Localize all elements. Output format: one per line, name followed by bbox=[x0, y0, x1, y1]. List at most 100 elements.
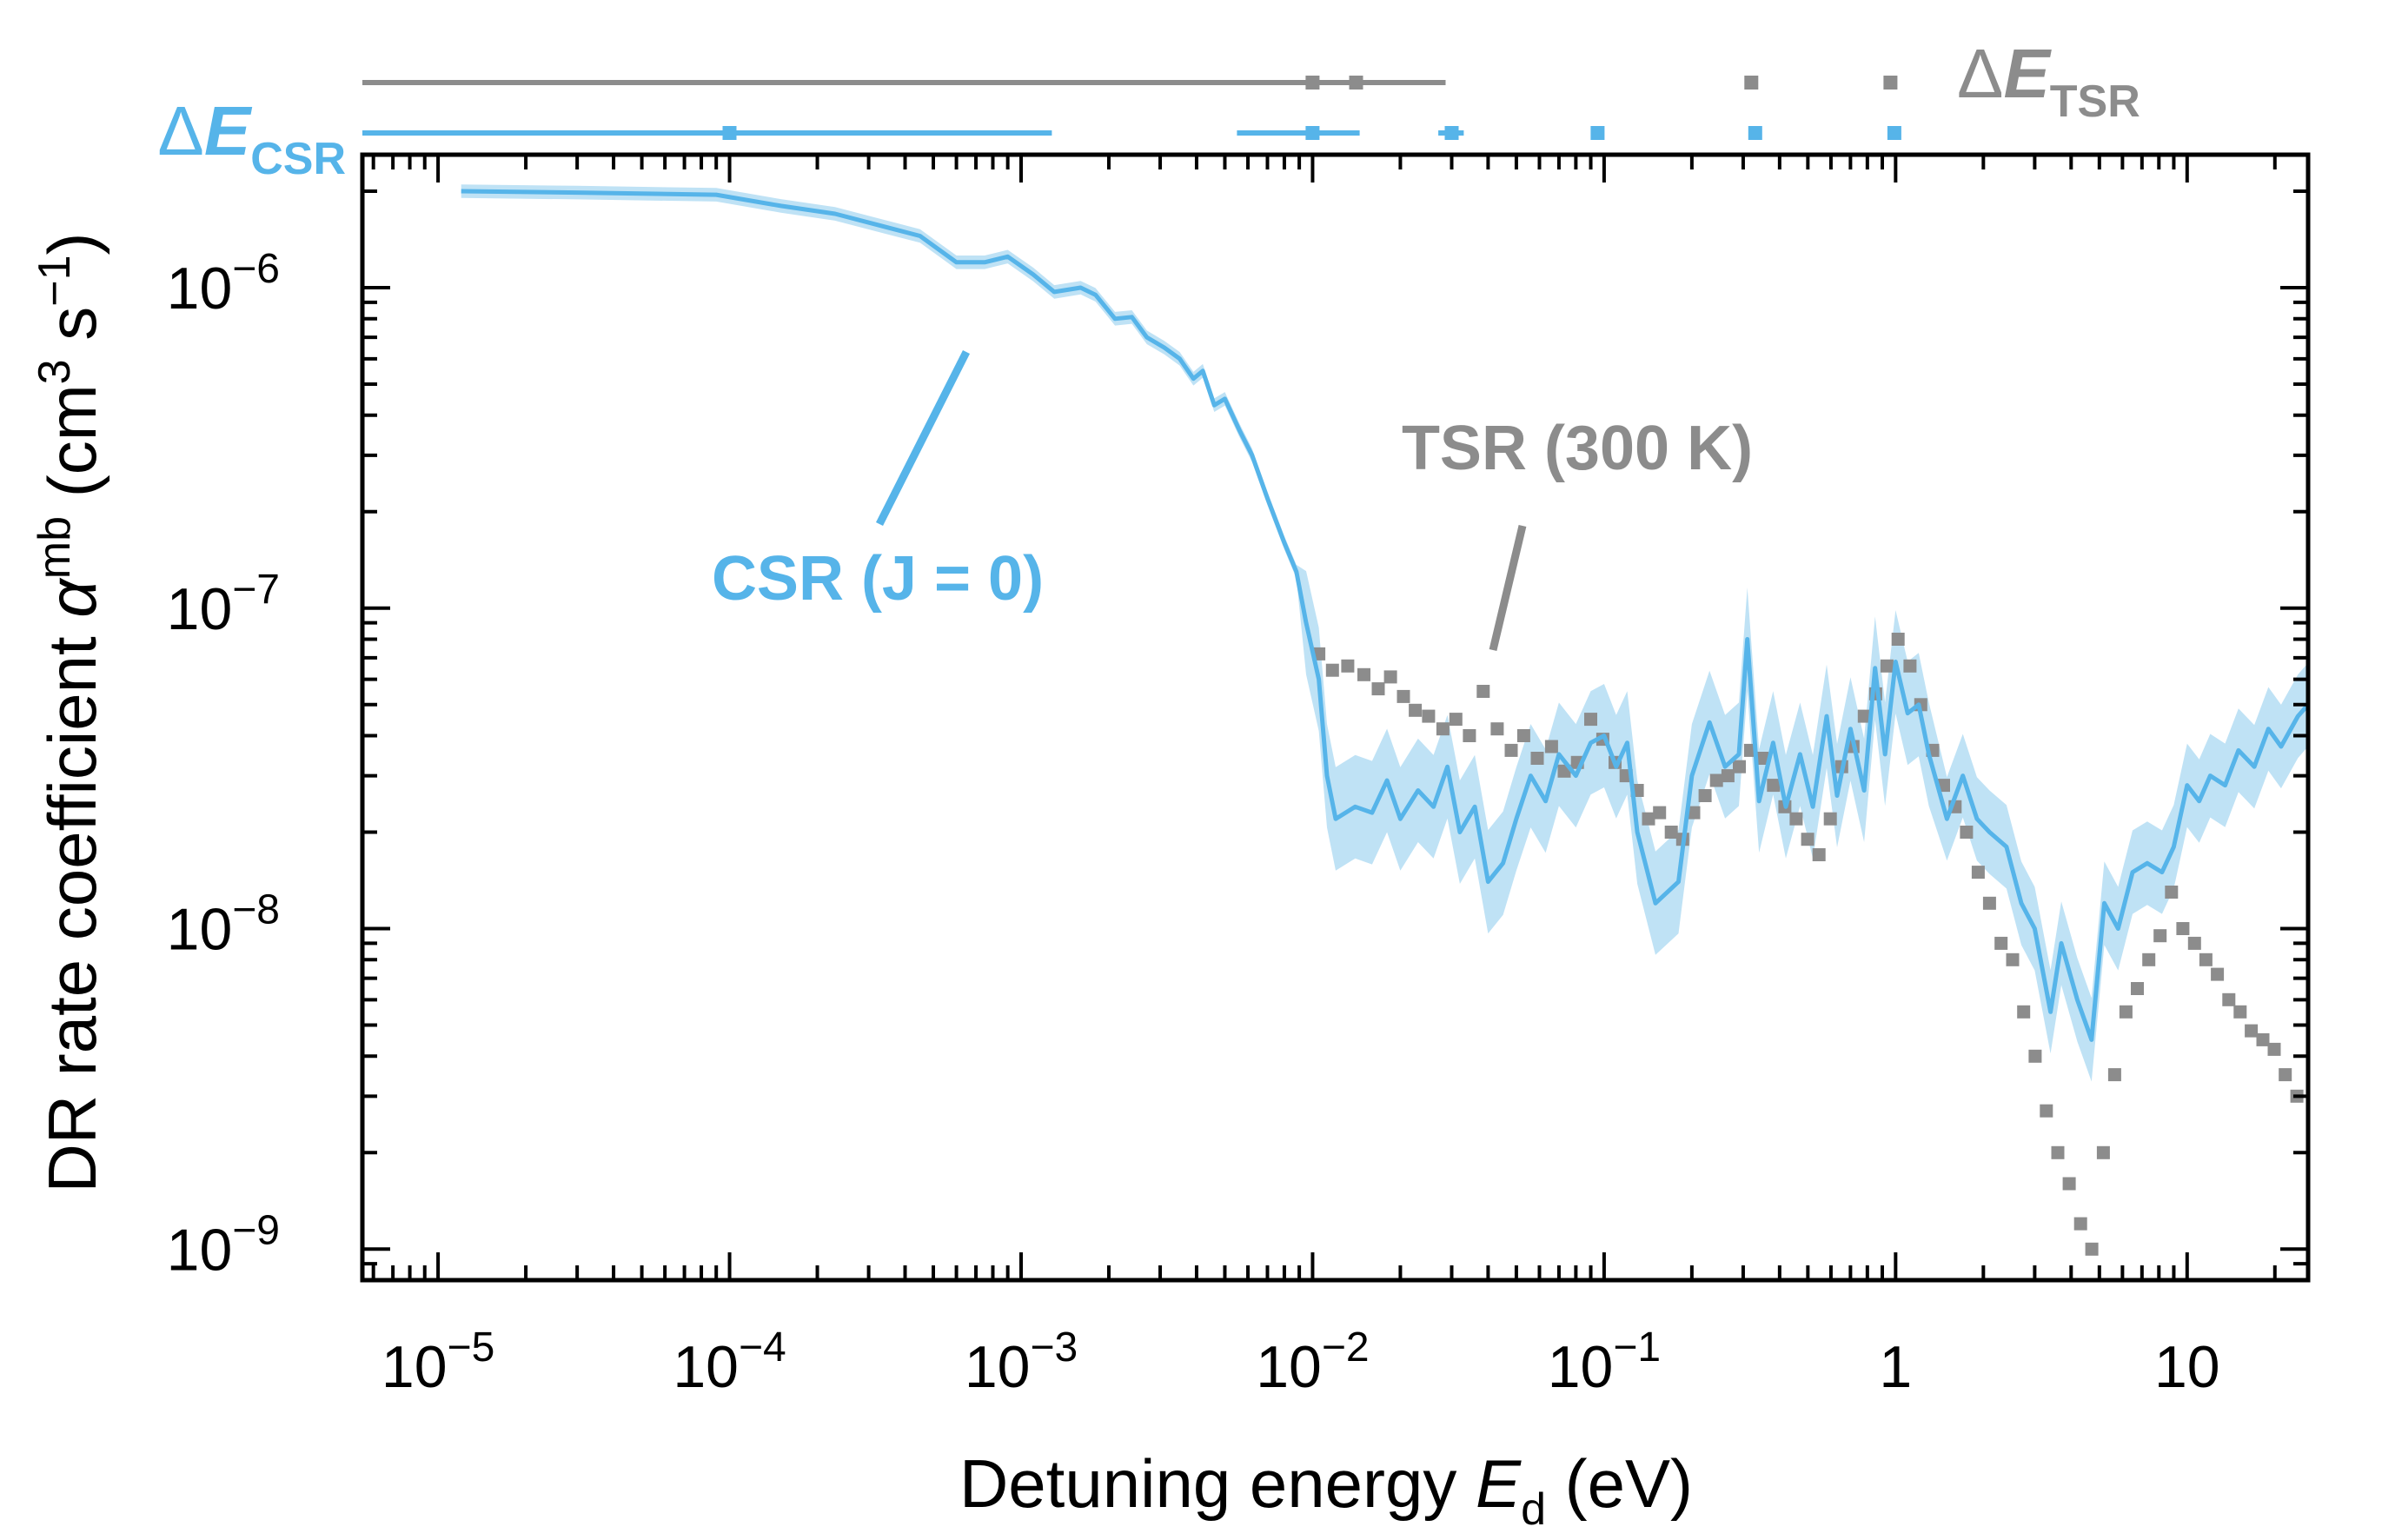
tsr-point bbox=[1698, 789, 1712, 802]
delta-e-csr-label: ΔECSR bbox=[157, 92, 346, 184]
y-tick-label: 10−6 bbox=[167, 246, 280, 322]
x-tick-label: 10−5 bbox=[381, 1324, 494, 1400]
tsr-point bbox=[1397, 689, 1410, 703]
tsr-point bbox=[1801, 833, 1814, 846]
tsr-resolution-marker bbox=[1744, 76, 1759, 90]
tsr-point bbox=[1812, 848, 1826, 861]
csr-resolution-marker bbox=[1748, 126, 1762, 140]
axes bbox=[360, 152, 2311, 1283]
csr-resolution-marker bbox=[722, 126, 737, 140]
y-tick-label: 10−9 bbox=[167, 1207, 280, 1283]
csr-resolution-marker bbox=[1887, 126, 1901, 140]
tsr-resolution-marker bbox=[1883, 76, 1898, 90]
tsr-point bbox=[1687, 806, 1701, 820]
tsr-label-pointer bbox=[1489, 524, 1527, 652]
tsr-point bbox=[1422, 709, 1436, 723]
tsr-point bbox=[2131, 982, 2144, 995]
y-axis-label: DR rate coefficient αmb (cm3 s−1) bbox=[30, 232, 110, 1192]
tsr-point bbox=[2040, 1104, 2053, 1118]
tsr-point bbox=[1709, 773, 1723, 787]
tsr-point bbox=[1409, 703, 1423, 717]
tsr-point bbox=[2085, 1242, 2099, 1256]
tsr-point bbox=[1664, 826, 1678, 839]
tsr-point bbox=[1789, 812, 1803, 826]
tsr-point bbox=[2142, 953, 2156, 966]
csr-resolution-marker bbox=[1305, 126, 1320, 140]
tsr-point bbox=[1721, 769, 1735, 783]
y-tick-label: 10−7 bbox=[167, 567, 280, 642]
tsr-point bbox=[1325, 663, 1339, 677]
x-tick-label: 10−1 bbox=[1548, 1324, 1661, 1400]
tsr-point bbox=[1891, 633, 1905, 646]
tsr-point bbox=[2233, 1005, 2247, 1019]
tsr-point bbox=[1903, 659, 1917, 673]
tsr-point bbox=[1857, 709, 1871, 723]
csr-uncertainty-band bbox=[461, 184, 2309, 1082]
y-tick-label: 10−8 bbox=[167, 887, 280, 963]
csr-uncertainty-band-group bbox=[461, 184, 2309, 1082]
x-tick-label: 10−3 bbox=[965, 1324, 1078, 1400]
resolution-bars bbox=[362, 76, 1901, 140]
tsr-series-label: TSR (300 K) bbox=[1402, 414, 1753, 483]
csr-resolution-marker bbox=[1444, 126, 1459, 140]
tsr-point bbox=[2256, 1032, 2270, 1046]
tsr-point bbox=[1733, 760, 1746, 773]
tsr-point bbox=[1653, 806, 1667, 820]
tsr-point bbox=[1371, 682, 1385, 696]
tsr-point bbox=[1880, 659, 1894, 673]
tsr-point bbox=[2199, 953, 2213, 966]
tsr-markers bbox=[1312, 633, 2304, 1256]
tsr-point bbox=[1436, 722, 1450, 736]
tsr-point bbox=[1476, 685, 1490, 698]
tsr-point bbox=[1490, 722, 1504, 736]
tsr-point bbox=[1994, 936, 2008, 950]
tsr-point bbox=[2096, 1145, 2110, 1159]
tsr-point bbox=[2211, 967, 2225, 981]
csr-resolution-marker bbox=[1590, 126, 1605, 140]
tsr-point bbox=[2119, 1005, 2133, 1019]
tsr-point bbox=[2028, 1049, 2042, 1063]
x-tick-label: 10−2 bbox=[1256, 1324, 1369, 1400]
tsr-point bbox=[2107, 1068, 2121, 1082]
csr-line-group bbox=[461, 189, 2310, 1042]
csr-label-pointer bbox=[875, 349, 971, 527]
tsr-point bbox=[2176, 922, 2190, 935]
tsr-point bbox=[1982, 896, 1996, 910]
tsr-point bbox=[1516, 729, 1530, 742]
x-tick-label: 10 bbox=[2154, 1334, 2220, 1400]
tsr-point bbox=[2051, 1145, 2065, 1159]
tsr-point bbox=[1463, 729, 1476, 742]
tsr-point bbox=[1383, 670, 1397, 684]
tsr-point bbox=[2006, 953, 2020, 966]
x-tick-label: 1 bbox=[1879, 1334, 1912, 1400]
tsr-point bbox=[1449, 713, 1463, 727]
tick-labels: 10−5 10−4 10−3 10−2 10−1 1 10 10−6 10−7 10−8 10−9 bbox=[167, 246, 2220, 1400]
tsr-point bbox=[1530, 752, 1544, 765]
tsr-point bbox=[2017, 1005, 2031, 1019]
tsr-point bbox=[1823, 812, 1837, 826]
tsr-point bbox=[1544, 740, 1558, 753]
tsr-point bbox=[2165, 886, 2179, 899]
tsr-point bbox=[2153, 929, 2167, 943]
tsr-point bbox=[2187, 936, 2201, 950]
tsr-point bbox=[1960, 826, 1974, 839]
tsr-point bbox=[2267, 1042, 2281, 1056]
csr-line bbox=[461, 189, 2310, 1042]
delta-e-tsr-label: ΔETSR bbox=[1957, 35, 2140, 127]
x-axis-label: Detuning energy Ed (eV) bbox=[959, 1445, 1693, 1535]
tsr-point bbox=[1767, 779, 1781, 793]
x-tick-label: 10−4 bbox=[673, 1324, 786, 1400]
tsr-point bbox=[1642, 812, 1655, 826]
tsr-resolution-marker bbox=[1305, 76, 1320, 90]
tsr-resolution-marker bbox=[1349, 76, 1363, 90]
plot-frame bbox=[360, 152, 2311, 1283]
tsr-point bbox=[1584, 713, 1597, 727]
csr-series-label: CSR (J = 0) bbox=[712, 544, 1044, 614]
tsr-point bbox=[2222, 992, 2236, 1006]
tsr-point bbox=[1504, 743, 1518, 757]
tsr-point bbox=[2245, 1024, 2259, 1038]
tsr-point bbox=[1357, 667, 1370, 681]
tsr-point bbox=[1971, 866, 1985, 880]
tsr-point bbox=[2279, 1068, 2292, 1082]
